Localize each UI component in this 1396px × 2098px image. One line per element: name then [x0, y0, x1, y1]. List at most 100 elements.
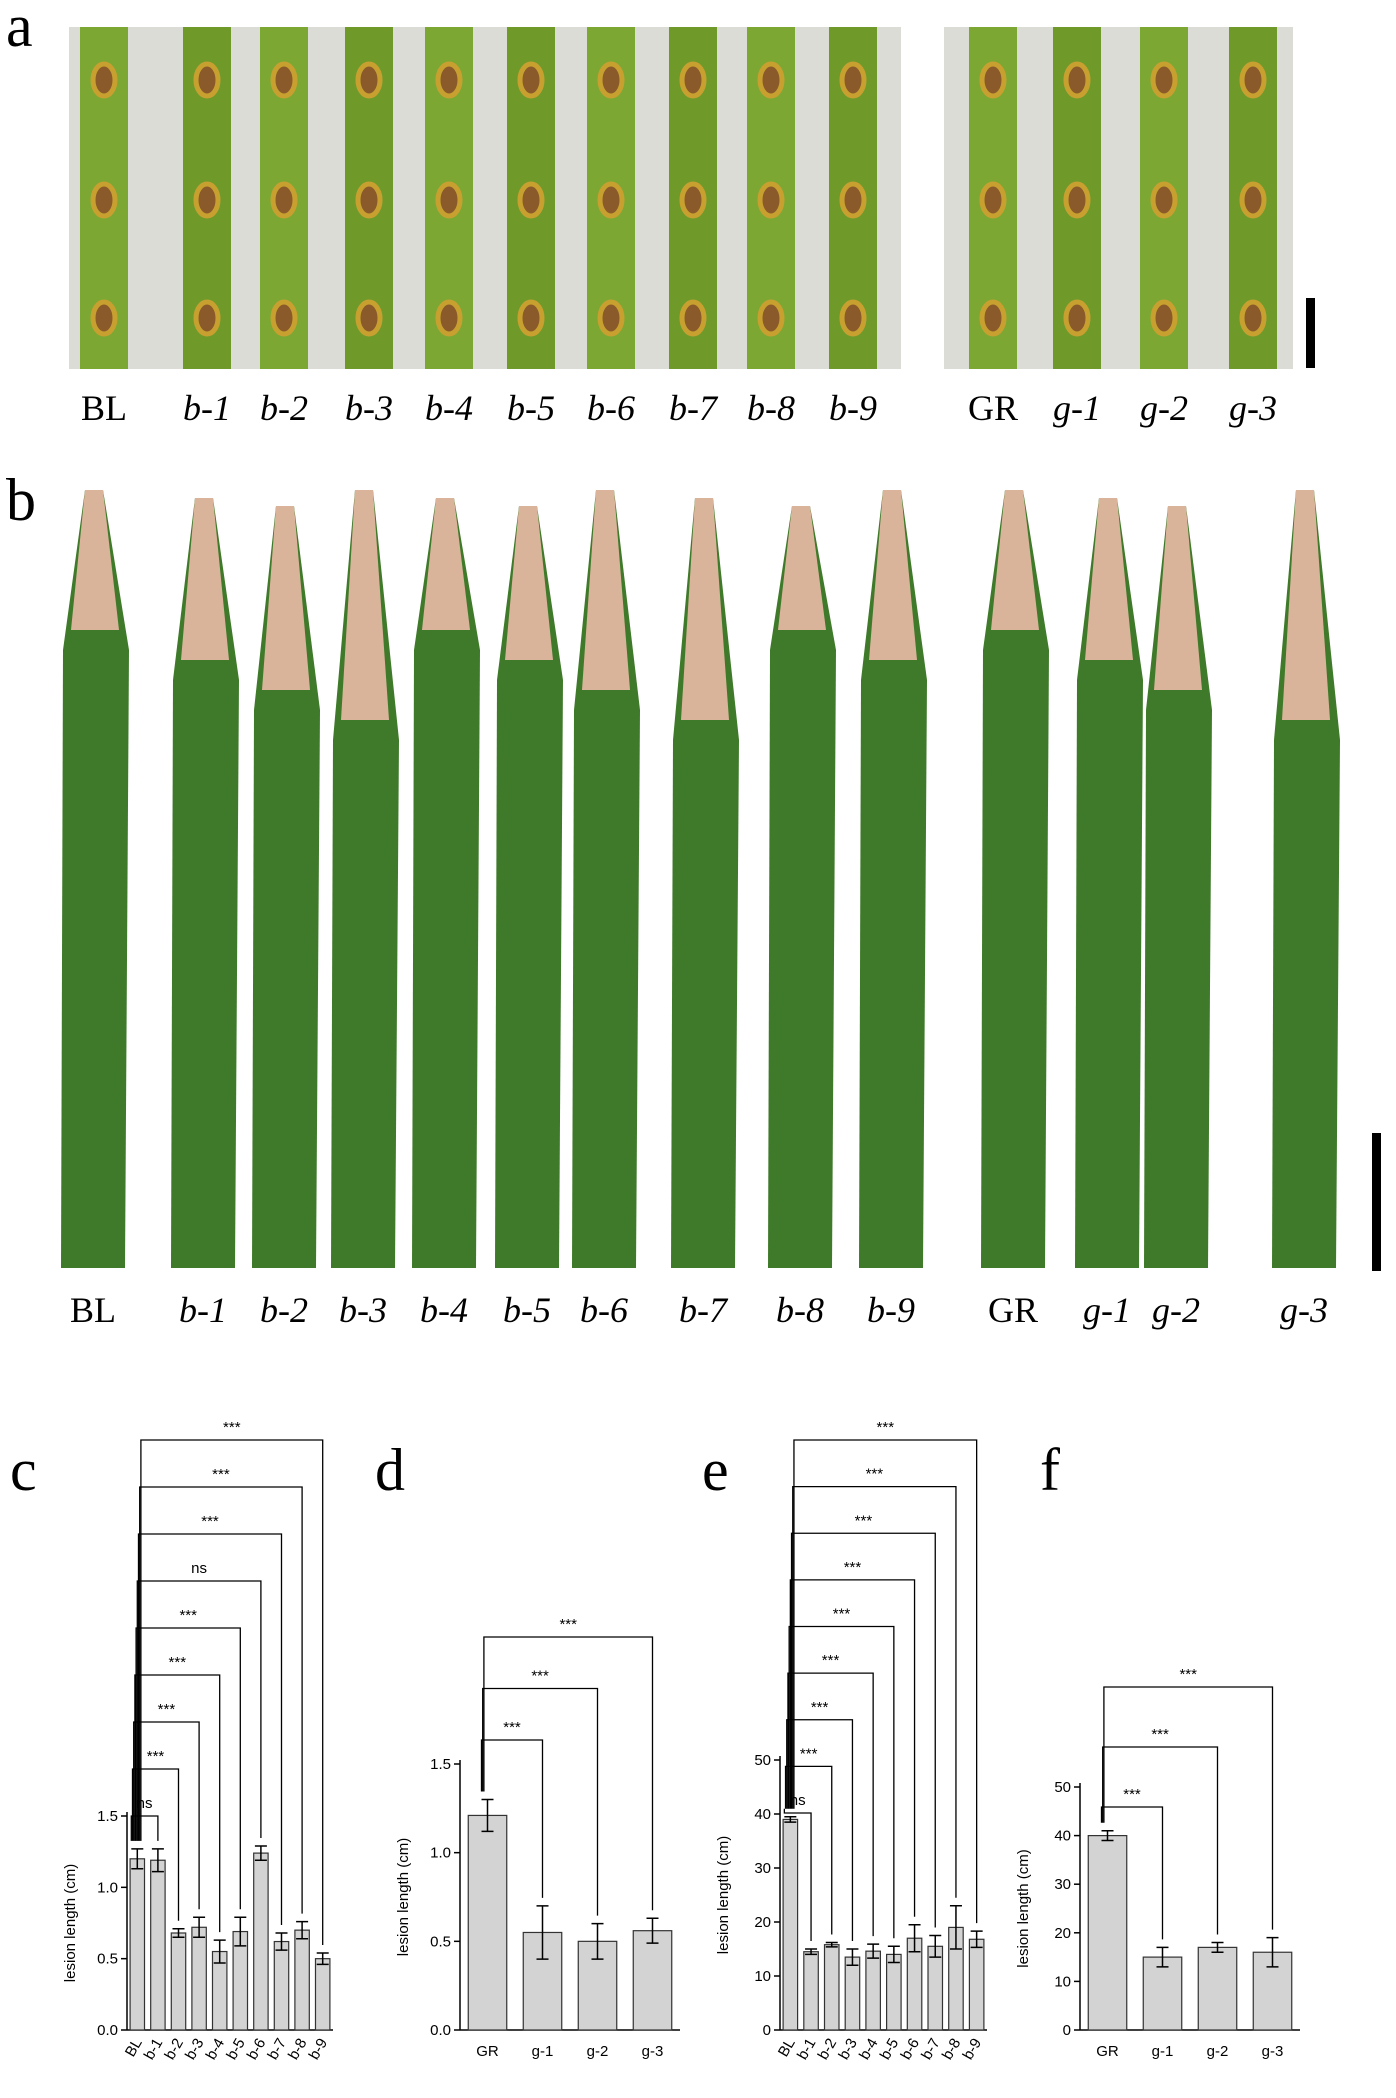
lesion	[757, 299, 785, 337]
lesion	[193, 299, 221, 337]
scale-bar	[1372, 1133, 1381, 1271]
leaf	[495, 506, 563, 1268]
significance-bracket	[483, 1636, 654, 1911]
x-tick-label: g-1	[532, 2043, 554, 2060]
lesion	[1150, 299, 1178, 337]
significance-bracket	[135, 1627, 241, 1910]
x-tick-label: b-6	[897, 2036, 923, 2063]
leaf-label: b-4	[425, 388, 473, 428]
lesion	[355, 61, 383, 99]
significance-bracket	[788, 1625, 895, 1939]
error-bar	[131, 1848, 144, 1870]
bar	[803, 1951, 819, 2031]
lesion	[435, 61, 463, 99]
lesion	[90, 61, 118, 99]
x-tick-label: b-4	[856, 2036, 882, 2063]
significance-bracket	[130, 1815, 159, 1841]
significance-label: ***	[503, 1719, 521, 1736]
significance-label: ***	[811, 1699, 829, 1716]
significance-bracket	[789, 1579, 916, 1917]
lesion	[679, 181, 707, 219]
y-tick-label: 50	[1054, 1779, 1071, 1796]
panel-letter: c	[10, 1437, 37, 1503]
x-tick-label: b-3	[835, 2036, 861, 2063]
leaf-label: b-3	[345, 388, 393, 428]
x-tick-label: b-2	[161, 2036, 187, 2063]
y-tick-label: 40	[1054, 1828, 1071, 1845]
panel-letter: a	[6, 0, 33, 59]
bar	[467, 1814, 508, 2031]
error-bar	[970, 1930, 983, 1949]
y-tick-label: 30	[1054, 1876, 1071, 1893]
leaf-tip	[582, 490, 630, 690]
significance-label: ***	[169, 1654, 187, 1671]
x-tick-label: BL	[122, 2036, 146, 2060]
leaf-label: b-3	[339, 1290, 387, 1330]
error-bar	[949, 1905, 962, 1950]
lesion	[839, 61, 867, 99]
lesion	[90, 181, 118, 219]
lesion	[597, 181, 625, 219]
significance-label: ***	[1151, 1726, 1169, 1743]
lesion	[90, 299, 118, 337]
lesion	[193, 61, 221, 99]
panel-letter: d	[375, 1437, 405, 1503]
bar	[294, 1929, 310, 2031]
error-bar	[805, 1948, 818, 1956]
significance-bracket	[783, 1808, 812, 1941]
lesion	[979, 61, 1007, 99]
y-axis-title: lesion length (cm)	[1015, 1849, 1032, 1967]
x-tick-label: g-3	[642, 2043, 664, 2060]
leaf	[768, 506, 836, 1268]
leaf-tip	[505, 506, 553, 660]
lesion	[193, 181, 221, 219]
error-bar	[275, 1932, 288, 1951]
y-tick-label: 50	[754, 1752, 771, 1769]
y-tick-label: 10	[1054, 1973, 1071, 1990]
bar	[927, 1945, 944, 2031]
significance-label: ***	[833, 1606, 851, 1623]
significance-bracket	[133, 1721, 200, 1910]
leaf-label: b-5	[503, 1290, 551, 1330]
y-tick-label: 0.0	[97, 2022, 118, 2039]
bar	[273, 1940, 290, 2031]
y-tick-label: 20	[1054, 1925, 1071, 1942]
error-bar	[1211, 1941, 1224, 1953]
leaf-label: g-2	[1152, 1290, 1200, 1330]
leaf	[412, 498, 480, 1268]
leaf-tip	[1154, 506, 1202, 690]
leaf	[859, 490, 927, 1268]
x-tick-label: b-9	[960, 2036, 986, 2063]
lesion	[757, 61, 785, 99]
lesion	[597, 61, 625, 99]
y-axis-title: lesion length (cm)	[395, 1838, 412, 1956]
x-tick-label: b-1	[141, 2036, 167, 2063]
leaf-label: b-4	[420, 1290, 468, 1330]
bar	[844, 1956, 861, 2031]
leaf-label: b-9	[829, 388, 877, 428]
significance-bracket	[131, 1768, 180, 1921]
lesion	[1239, 61, 1267, 99]
significance-label: ***	[559, 1616, 577, 1633]
significance-bracket	[786, 1719, 854, 1941]
leaf-label: b-7	[669, 388, 719, 428]
significance-label: ***	[531, 1668, 549, 1685]
significance-label: ***	[158, 1701, 176, 1718]
y-tick-label: 1.0	[430, 1845, 451, 1862]
significance-bracket	[792, 1485, 957, 1898]
y-tick-label: 0.0	[430, 2022, 451, 2039]
error-bar	[1266, 1936, 1279, 1968]
significance-bracket	[140, 1439, 324, 1945]
significance-label: ***	[201, 1513, 219, 1530]
lesion	[1063, 181, 1091, 219]
error-bar	[591, 1922, 604, 1960]
leaf-tip	[181, 498, 229, 660]
lesion	[270, 181, 298, 219]
significance-label: ***	[1123, 1786, 1141, 1803]
significance-label: ***	[822, 1652, 840, 1669]
lesion	[979, 181, 1007, 219]
leaf-tip	[1282, 490, 1330, 720]
significance-bracket	[1100, 1806, 1164, 1940]
bar	[191, 1926, 207, 2031]
y-tick-label: 30	[754, 1860, 771, 1877]
